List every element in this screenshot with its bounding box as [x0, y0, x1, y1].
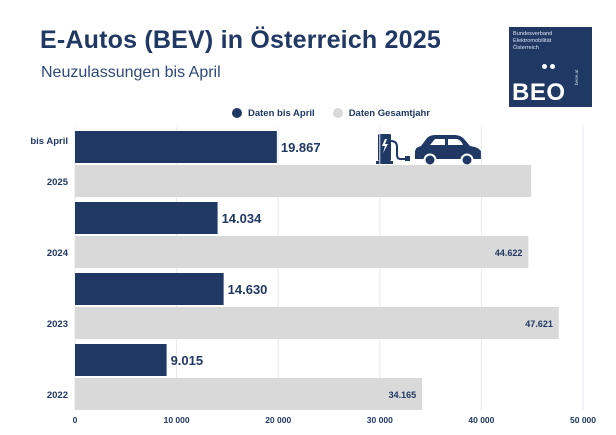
logo-dots-icon — [542, 64, 556, 70]
category-prefix-2025: bis April — [30, 136, 68, 147]
chart-subtitle: Neuzulassungen bis April — [41, 64, 221, 81]
legend-item-year: Daten Gesamtjahr — [332, 107, 430, 119]
charging-station-icon — [376, 134, 410, 164]
bar-year-2024 — [75, 236, 529, 268]
bar-april-2025 — [75, 131, 277, 163]
bar-year-2025 — [75, 165, 532, 197]
x-tick-label-1: 10 000 — [164, 415, 190, 425]
bar-april-2022 — [75, 344, 167, 376]
data-label-april-2023: 14.630 — [228, 282, 268, 297]
ev-charging-icon — [376, 134, 481, 167]
x-tick-label-4: 40 000 — [468, 415, 494, 425]
bar-april-2024 — [75, 202, 218, 234]
x-tick-label-2: 20 000 — [265, 415, 291, 425]
chart-legend: Daten bis April Daten Gesamtjahr — [232, 105, 448, 121]
car-icon — [415, 135, 481, 167]
category-label-2025: 2025 — [47, 177, 69, 188]
category-label-2024: 2024 — [47, 248, 69, 259]
data-label-year-2023: 47.621 — [525, 319, 553, 329]
legend-swatch-year — [332, 108, 343, 118]
legend-label-year: Daten Gesamtjahr — [348, 107, 430, 119]
bar-april-2023 — [75, 273, 224, 305]
bar-year-2023 — [75, 307, 559, 339]
data-label-year-2022: 34.165 — [389, 390, 417, 400]
logo-text: BEO — [512, 79, 566, 106]
data-label-april-2022: 9.015 — [171, 353, 204, 368]
data-label-april-2025: 19.867 — [281, 140, 321, 155]
category-label-2023: 2023 — [47, 319, 68, 330]
bar-year-2022 — [75, 378, 423, 410]
x-tick-label-3: 30 000 — [367, 415, 393, 425]
logo-organization-text: Bundesverband Elektromobilität Österreic… — [513, 31, 553, 51]
legend-label-april: Daten bis April — [248, 107, 315, 119]
x-tick-label-5: 50 000 — [570, 415, 596, 425]
data-label-year-2024: 44.622 — [495, 248, 523, 258]
data-label-april-2024: 14.034 — [222, 211, 263, 226]
beo-logo: Bundesverband Elektromobilität Österreic… — [509, 27, 592, 107]
legend-swatch-april — [232, 108, 242, 118]
x-tick-label-0: 0 — [73, 415, 78, 425]
legend-item-april: Daten bis April — [232, 108, 315, 119]
chart-title: E-Autos (BEV) in Österreich 2025 — [40, 26, 441, 54]
category-label-2022: 2022 — [47, 390, 68, 401]
